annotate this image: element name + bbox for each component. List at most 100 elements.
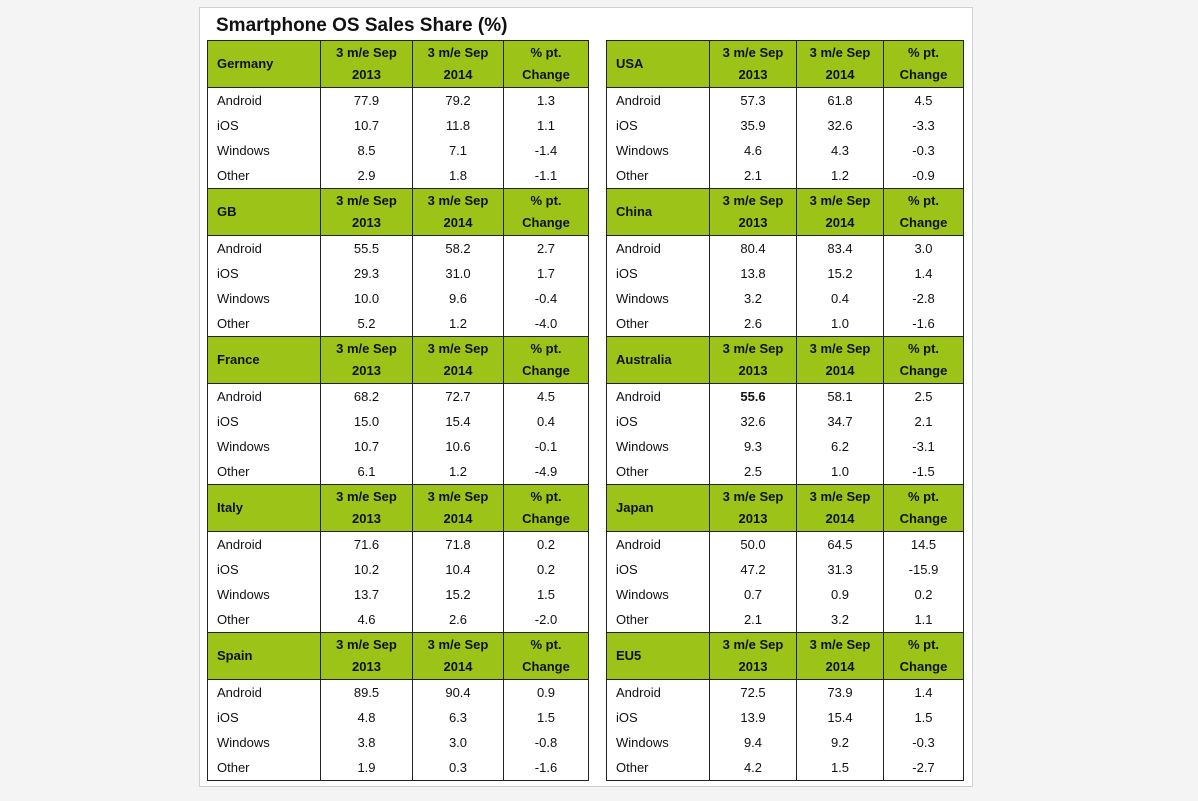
value-2013: 71.6 bbox=[320, 531, 413, 557]
table-row: Android 89.5 90.4 0.9 bbox=[207, 679, 589, 705]
value-2013: 9.4 bbox=[709, 730, 797, 755]
value-2013: 8.5 bbox=[320, 138, 413, 163]
value-change: 1.4 bbox=[883, 261, 964, 286]
os-name: Other bbox=[606, 755, 710, 781]
column-header-line: 3 m/e Sep bbox=[336, 637, 397, 652]
value-2013: 77.9 bbox=[320, 87, 413, 113]
column-header: 3 m/e Sep 2013 bbox=[320, 188, 413, 236]
table-row: iOS 15.0 15.4 0.4 bbox=[207, 409, 589, 434]
value-change: -1.6 bbox=[883, 311, 964, 337]
value-2013: 6.1 bbox=[320, 459, 413, 485]
value-2013: 1.9 bbox=[320, 755, 413, 781]
table-row: Android 71.6 71.8 0.2 bbox=[207, 531, 589, 557]
column-header: 3 m/e Sep 2013 bbox=[320, 484, 413, 532]
value-2014: 61.8 bbox=[796, 87, 884, 113]
column-header: 3 m/e Sep 2014 bbox=[412, 336, 504, 384]
value-2013: 55.6 bbox=[709, 383, 797, 409]
column-header: 3 m/e Sep 2013 bbox=[709, 484, 797, 532]
value-change: -15.9 bbox=[883, 557, 964, 582]
value-2014: 15.2 bbox=[796, 261, 884, 286]
value-2014: 83.4 bbox=[796, 235, 884, 261]
column-header-line: 2013 bbox=[352, 215, 381, 230]
column-header: 3 m/e Sep 2014 bbox=[796, 40, 884, 88]
region-name: Germany bbox=[207, 40, 321, 88]
value-2013: 3.8 bbox=[320, 730, 413, 755]
column-header-line: 3 m/e Sep bbox=[809, 341, 871, 356]
os-name: iOS bbox=[207, 705, 321, 730]
value-2014: 15.4 bbox=[412, 409, 504, 434]
value-2014: 64.5 bbox=[796, 531, 884, 557]
region-name: GB bbox=[207, 188, 321, 236]
table-row: Android 80.4 83.4 3.0 bbox=[606, 235, 964, 261]
value-2013: 10.7 bbox=[320, 434, 413, 459]
table-row: Other 5.2 1.2 -4.0 bbox=[207, 311, 589, 337]
value-2013: 50.0 bbox=[709, 531, 797, 557]
region-header-row: GB 3 m/e Sep 2013 3 m/e Sep 2014 % pt. Change bbox=[207, 188, 589, 236]
value-change: 1.5 bbox=[883, 705, 964, 730]
column-header: 3 m/e Sep 2013 bbox=[709, 188, 797, 236]
value-2013: 13.8 bbox=[709, 261, 797, 286]
table-row: Windows 10.7 10.6 -0.1 bbox=[207, 434, 589, 459]
os-name: Windows bbox=[207, 730, 321, 755]
value-2013: 2.1 bbox=[709, 607, 797, 633]
table-row: Windows 4.6 4.3 -0.3 bbox=[606, 138, 964, 163]
column-header-line: 3 m/e Sep bbox=[809, 489, 871, 504]
table-row: Android 57.3 61.8 4.5 bbox=[606, 87, 964, 113]
value-2014: 0.9 bbox=[796, 582, 884, 607]
column-header-line: 2014 bbox=[825, 659, 855, 674]
value-2013: 2.5 bbox=[709, 459, 797, 485]
os-name: iOS bbox=[606, 557, 710, 582]
column-header-line: 3 m/e Sep bbox=[336, 193, 397, 208]
column-header: 3 m/e Sep 2013 bbox=[320, 40, 413, 88]
value-2014: 1.0 bbox=[796, 459, 884, 485]
os-name: Windows bbox=[606, 730, 710, 755]
value-2014: 15.4 bbox=[796, 705, 884, 730]
value-2014: 4.3 bbox=[796, 138, 884, 163]
value-2013: 13.7 bbox=[320, 582, 413, 607]
table-row: Android 55.5 58.2 2.7 bbox=[207, 235, 589, 261]
column-header-line: 2014 bbox=[443, 363, 473, 378]
os-name: Windows bbox=[207, 582, 321, 607]
table-row: Windows 0.7 0.9 0.2 bbox=[606, 582, 964, 607]
column-header: 3 m/e Sep 2014 bbox=[412, 40, 504, 88]
sales-share-table-left: Germany 3 m/e Sep 2013 3 m/e Sep 2014 % pt. Ch… bbox=[207, 40, 589, 781]
value-change: 3.0 bbox=[883, 235, 964, 261]
column-header-line: 3 m/e Sep bbox=[427, 193, 489, 208]
value-change: 4.5 bbox=[503, 383, 589, 409]
column-header-line: 2013 bbox=[738, 67, 768, 82]
value-2013: 3.2 bbox=[709, 286, 797, 311]
os-name: iOS bbox=[207, 113, 321, 138]
value-change: 2.5 bbox=[883, 383, 964, 409]
column-header-line: Change bbox=[522, 67, 570, 82]
column-header-line: 2013 bbox=[738, 659, 768, 674]
column-header-line: 3 m/e Sep bbox=[722, 45, 784, 60]
value-2014: 3.2 bbox=[796, 607, 884, 633]
os-name: iOS bbox=[606, 705, 710, 730]
value-2013: 2.1 bbox=[709, 163, 797, 189]
column-header: % pt. Change bbox=[883, 632, 964, 680]
value-change: -2.8 bbox=[883, 286, 964, 311]
table-row: Windows 3.2 0.4 -2.8 bbox=[606, 286, 964, 311]
value-2013: 32.6 bbox=[709, 409, 797, 434]
column-header-line: 2013 bbox=[352, 67, 381, 82]
os-name: Other bbox=[207, 607, 321, 633]
table-row: iOS 35.9 32.6 -3.3 bbox=[606, 113, 964, 138]
table-row: Other 2.1 1.2 -0.9 bbox=[606, 163, 964, 189]
value-change: 0.4 bbox=[503, 409, 589, 434]
value-change: -4.9 bbox=[503, 459, 589, 485]
value-2014: 6.3 bbox=[412, 705, 504, 730]
value-2014: 6.2 bbox=[796, 434, 884, 459]
value-2013: 35.9 bbox=[709, 113, 797, 138]
region-name: Japan bbox=[606, 484, 710, 532]
value-change: -0.9 bbox=[883, 163, 964, 189]
value-2013: 5.2 bbox=[320, 311, 413, 337]
column-header-line: % pt. bbox=[907, 341, 940, 356]
column-header-line: 3 m/e Sep bbox=[427, 45, 489, 60]
table-row: Other 2.9 1.8 -1.1 bbox=[207, 163, 589, 189]
table-row: iOS 10.7 11.8 1.1 bbox=[207, 113, 589, 138]
column-header-line: Change bbox=[899, 511, 948, 526]
column-header-line: 3 m/e Sep bbox=[336, 489, 397, 504]
value-2013: 4.8 bbox=[320, 705, 413, 730]
region-name: EU5 bbox=[606, 632, 710, 680]
value-change: -1.4 bbox=[503, 138, 589, 163]
